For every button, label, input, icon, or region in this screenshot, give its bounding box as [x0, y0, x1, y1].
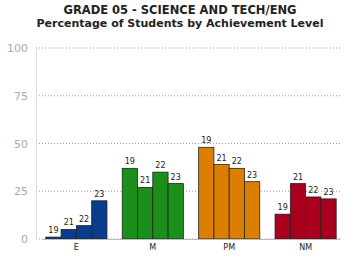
chart: GRADE 05 - SCIENCE AND TECH/ENGPercentag… — [0, 0, 360, 260]
y-tick: 75 — [14, 90, 36, 103]
bar — [321, 199, 336, 239]
grid-line — [36, 143, 340, 144]
series-label: 19 — [125, 157, 135, 166]
bar — [122, 168, 137, 239]
series-label: 21 — [216, 154, 226, 163]
subtitle: Percentage of Students by Achievement Le… — [37, 17, 324, 30]
x-axis-line — [43, 239, 341, 240]
bar-labels: 19 19 19 19 21 21 21 21 22 22 22 22 23 23 23 23 — [48, 136, 333, 235]
x-tick: PM — [223, 239, 235, 252]
x-tick: M — [149, 239, 156, 252]
series-label: 22 — [79, 215, 89, 224]
y-tick-label: 100 — [7, 42, 28, 55]
series-label: 19 — [201, 136, 211, 145]
bar — [214, 165, 229, 239]
x-tick: E — [74, 239, 79, 252]
x-tick-label: PM — [223, 243, 235, 252]
x-axis: E M PM NM — [43, 239, 341, 252]
bar — [290, 184, 305, 239]
series-label: 21 — [293, 173, 303, 182]
y-tick: 25 — [14, 185, 36, 198]
x-tick: NM — [299, 239, 312, 252]
bar — [138, 187, 153, 239]
series-label: 21 — [64, 218, 74, 227]
series-label: 23 — [171, 173, 181, 182]
x-tick-label: NM — [299, 243, 312, 252]
series-label: 23 — [323, 188, 333, 197]
grid-line — [36, 48, 340, 49]
bars — [46, 147, 336, 239]
plot: 0 25 50 75 100 19 19 19 19 21 21 21 21 22 22 22 22 23 23 23… — [7, 42, 341, 252]
y-tick: 0 — [21, 233, 36, 246]
series-label: 23 — [94, 190, 104, 199]
y-axis: 0 25 50 75 100 — [7, 42, 37, 246]
bar — [199, 147, 214, 239]
series-label: 19 — [278, 203, 288, 212]
grid-line — [36, 95, 340, 96]
x-tick-label: M — [149, 243, 156, 252]
series-label: 22 — [232, 157, 242, 166]
bar — [244, 182, 259, 239]
bar — [168, 184, 183, 239]
y-tick: 50 — [14, 138, 36, 151]
bar — [229, 168, 244, 239]
y-tick-label: 25 — [14, 185, 28, 198]
y-tick-label: 75 — [14, 90, 28, 103]
series-label: 23 — [247, 171, 257, 180]
y-tick-label: 50 — [14, 138, 28, 151]
y-tick: 100 — [7, 42, 36, 55]
bar — [92, 201, 107, 239]
bar — [61, 229, 76, 239]
bar — [46, 237, 61, 239]
bar — [76, 226, 91, 239]
y-axis-line — [36, 49, 37, 240]
y-tick-label: 0 — [21, 233, 28, 246]
series-label: 22 — [155, 161, 165, 170]
bar — [275, 214, 290, 239]
title: GRADE 05 - SCIENCE AND TECH/ENG — [63, 3, 296, 17]
series-label: 22 — [308, 186, 318, 195]
x-tick-label: E — [74, 243, 79, 252]
series-label: 21 — [140, 176, 150, 185]
bar — [153, 172, 168, 239]
series-label: 19 — [48, 226, 58, 235]
bar — [306, 197, 321, 239]
